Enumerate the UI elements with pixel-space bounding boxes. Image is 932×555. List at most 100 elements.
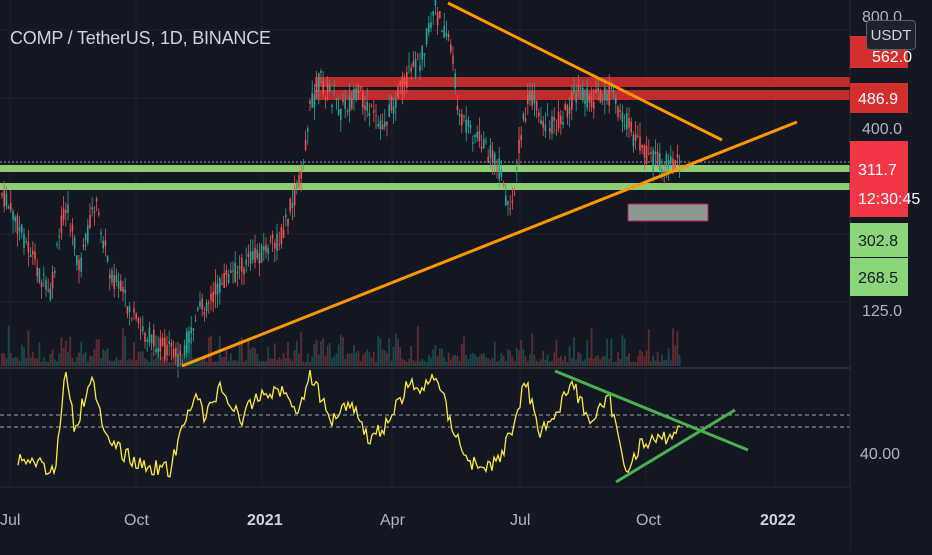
volume-bar bbox=[419, 361, 421, 366]
rsi-ascending-trendline[interactable] bbox=[615, 408, 736, 484]
candle-body bbox=[340, 108, 342, 120]
candle-body bbox=[212, 291, 214, 303]
symbol-title[interactable]: COMP / TetherUS, 1D, BINANCE bbox=[10, 28, 271, 48]
volume-bar bbox=[542, 351, 545, 366]
candle-body bbox=[522, 113, 525, 120]
candle-body bbox=[144, 332, 146, 342]
volume-bar bbox=[119, 359, 122, 366]
volume-bar bbox=[674, 345, 677, 366]
volume-bar bbox=[676, 331, 679, 366]
candle-body bbox=[663, 171, 665, 174]
candle-body bbox=[443, 25, 445, 38]
volume-bar bbox=[630, 361, 633, 366]
candle-body bbox=[80, 257, 82, 272]
volume-bar bbox=[672, 328, 674, 366]
time-label: 2021 bbox=[247, 512, 283, 529]
volume-bar bbox=[540, 359, 542, 366]
volume-bar bbox=[295, 340, 298, 366]
candle-body bbox=[208, 302, 210, 304]
candle-body bbox=[34, 251, 36, 260]
candle-body bbox=[91, 207, 93, 210]
candle-body bbox=[463, 116, 465, 118]
ascending-trendline[interactable] bbox=[181, 120, 798, 368]
candle-body bbox=[538, 112, 540, 117]
volume-bar bbox=[575, 359, 578, 366]
volume-bar bbox=[245, 360, 248, 366]
volume-bar bbox=[210, 335, 212, 366]
candle-body bbox=[434, 0, 437, 6]
candle-body bbox=[302, 162, 305, 164]
support-zone-lower[interactable] bbox=[0, 183, 850, 190]
descending-trendline[interactable] bbox=[447, 1, 723, 142]
candle-body bbox=[557, 112, 560, 129]
candle-body bbox=[659, 153, 661, 171]
candle-body bbox=[100, 232, 102, 235]
target-box-annotation[interactable] bbox=[627, 203, 709, 222]
volume-bar bbox=[597, 355, 600, 366]
currency-button[interactable]: USDT bbox=[866, 20, 916, 50]
support-zone-upper[interactable] bbox=[0, 165, 850, 172]
candle-body bbox=[14, 216, 16, 222]
candle-body bbox=[474, 134, 476, 138]
candle-body bbox=[494, 153, 496, 166]
volume-bar bbox=[16, 357, 19, 366]
time-label: Apr bbox=[380, 512, 406, 529]
volume-bar bbox=[348, 353, 351, 366]
candle-body bbox=[584, 100, 586, 104]
candle-body bbox=[604, 87, 606, 101]
candle-body bbox=[648, 153, 650, 155]
volume-bar bbox=[207, 337, 210, 366]
volume-bar bbox=[69, 336, 72, 366]
candle-body bbox=[560, 115, 562, 124]
volume-bar bbox=[463, 336, 465, 366]
candle-body bbox=[544, 124, 547, 132]
volume-bar bbox=[535, 360, 538, 366]
volume-bar bbox=[621, 335, 624, 366]
volume-bar bbox=[656, 351, 659, 366]
candle-body bbox=[573, 86, 575, 93]
volume-bar bbox=[56, 361, 58, 366]
volume-bar bbox=[251, 346, 254, 366]
volume-bar bbox=[507, 349, 509, 366]
candle-body bbox=[236, 271, 239, 274]
candle-body bbox=[161, 337, 164, 346]
volume-bar bbox=[614, 361, 617, 366]
volume-bar bbox=[383, 350, 386, 366]
time-label: Oct bbox=[124, 512, 149, 529]
volume-bar bbox=[487, 358, 490, 366]
candle-body bbox=[47, 289, 49, 292]
candle-body bbox=[447, 34, 450, 38]
volume-bar bbox=[232, 360, 234, 366]
volume-bar bbox=[566, 361, 569, 366]
candle-body bbox=[619, 110, 621, 112]
rsi-descending-trendline[interactable] bbox=[554, 369, 749, 452]
volume-bar bbox=[23, 347, 25, 366]
volume-bar bbox=[262, 360, 265, 366]
volume-bar bbox=[339, 334, 342, 366]
candle-body bbox=[221, 282, 223, 285]
candle-body bbox=[461, 114, 463, 126]
volume-bar bbox=[313, 343, 316, 366]
volume-bar bbox=[282, 352, 285, 366]
candle-body bbox=[351, 98, 353, 109]
candle-body bbox=[232, 270, 234, 272]
candle-body bbox=[568, 107, 571, 114]
volume-bar bbox=[124, 336, 127, 366]
time-axis[interactable] bbox=[0, 487, 850, 550]
volume-bar bbox=[370, 357, 373, 366]
candle-body bbox=[179, 351, 181, 356]
candle-body bbox=[595, 89, 597, 93]
candle-body bbox=[311, 92, 313, 108]
candle-body bbox=[637, 135, 639, 137]
volume-bar bbox=[113, 360, 116, 366]
volume-bar bbox=[445, 361, 448, 366]
volume-bar bbox=[34, 358, 36, 366]
candle-body bbox=[62, 208, 65, 220]
candle-body bbox=[439, 11, 441, 19]
volume-bar bbox=[108, 360, 111, 366]
candle-body bbox=[216, 284, 219, 296]
candle-body bbox=[23, 234, 25, 249]
volume-bar bbox=[234, 360, 237, 366]
price-tick-label: 400.0 bbox=[862, 121, 902, 138]
